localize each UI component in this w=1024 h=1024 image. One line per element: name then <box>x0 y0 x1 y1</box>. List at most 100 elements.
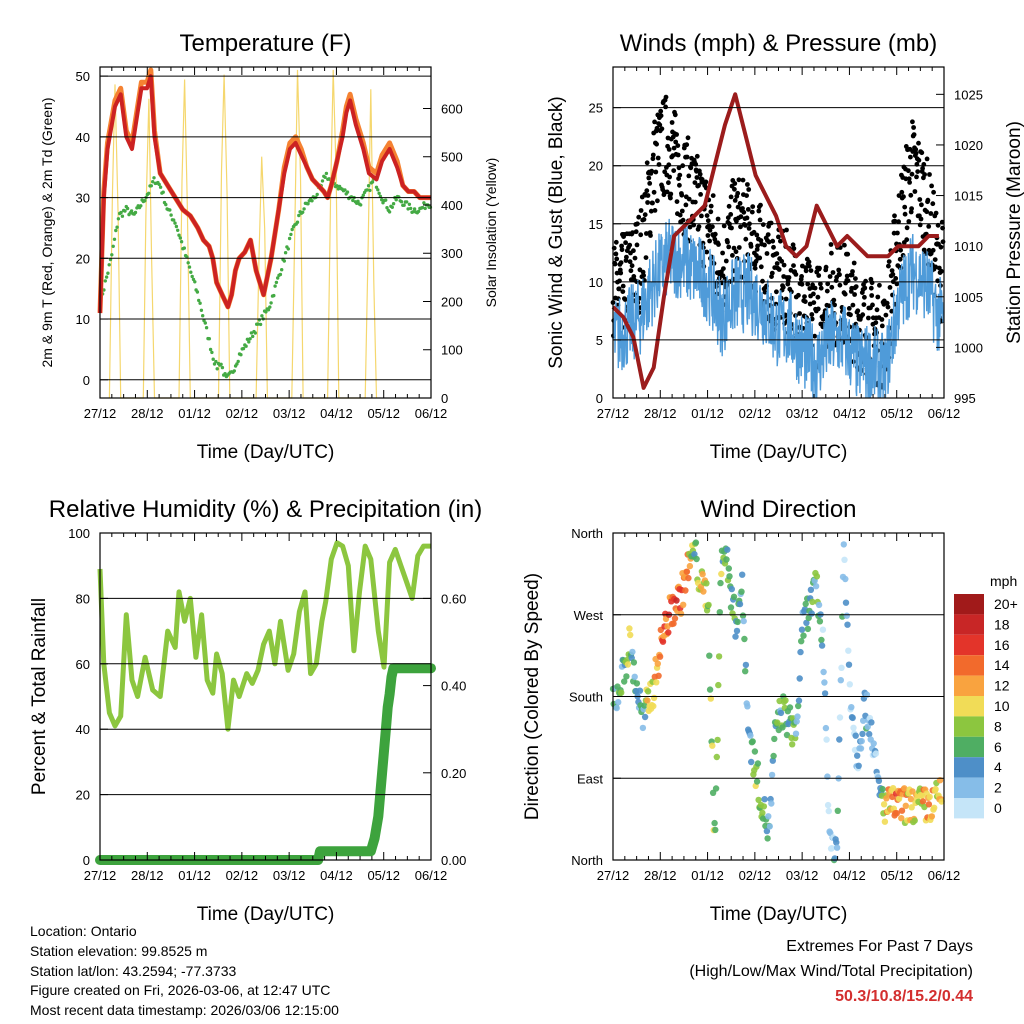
gust-point <box>906 219 912 224</box>
gust-point <box>776 267 782 272</box>
dewpoint-point <box>343 188 347 192</box>
gust-point <box>647 181 653 186</box>
direction-point <box>798 638 805 645</box>
dewpoint-point <box>190 274 194 279</box>
direction-point <box>866 730 873 738</box>
gust-point <box>908 192 914 198</box>
legend-swatch <box>954 655 984 676</box>
gust-point <box>668 191 674 197</box>
gust-point <box>634 242 640 248</box>
direction-point <box>833 839 840 846</box>
gust-point <box>715 216 721 222</box>
direction-point <box>760 803 768 810</box>
extremes-title: Extremes For Past 7 Days <box>786 938 973 955</box>
gust-point <box>696 183 701 188</box>
gust-point <box>901 194 906 200</box>
speed-legend: mph 20+ 18 16 14 12 10 8 6 4 2 0 <box>954 573 1018 819</box>
legend-label: 10 <box>994 698 1010 714</box>
dewpoint-point <box>278 272 283 277</box>
gust-point <box>784 227 789 233</box>
gust-point <box>932 257 938 262</box>
gust-point <box>929 183 934 189</box>
direction-point <box>728 585 735 593</box>
gust-point <box>914 174 919 180</box>
gust-point <box>853 284 859 289</box>
y-tick-label: 20 <box>589 159 603 174</box>
direction-point <box>815 601 823 609</box>
dewpoint-point <box>335 184 339 188</box>
gust-point <box>687 224 693 230</box>
dewpoint-point <box>207 337 211 341</box>
gust-point <box>666 147 672 152</box>
gust-point <box>815 306 821 312</box>
dewpoint-point <box>336 187 340 191</box>
dewpoint-point <box>283 251 288 255</box>
direction-point <box>742 661 750 669</box>
gust-point <box>793 272 799 277</box>
direction-point <box>615 699 622 706</box>
direction-point <box>670 620 677 627</box>
direction-point <box>875 777 883 784</box>
y-tick-label: North <box>571 853 603 868</box>
gust-point <box>933 210 939 216</box>
direction-point <box>654 660 661 667</box>
gust-point <box>806 259 812 265</box>
humidity-frame <box>99 532 432 861</box>
dewpoint-point <box>397 195 401 199</box>
y-tick-label: 40 <box>76 722 90 737</box>
direction-point <box>724 546 731 553</box>
gust-point <box>824 288 830 294</box>
dewpoint-point <box>276 276 280 280</box>
gust-point <box>765 232 771 238</box>
dewpoint-point <box>368 188 372 193</box>
gust-point <box>807 263 812 269</box>
wind_direction-frame <box>612 532 945 861</box>
direction-point <box>749 738 756 745</box>
dewpoint-point <box>236 359 240 364</box>
direction-point <box>613 704 620 712</box>
direction-point <box>629 648 636 656</box>
dewpoint-point <box>422 201 426 205</box>
gust-point <box>766 239 772 245</box>
direction-point <box>795 702 802 710</box>
gust-point <box>869 280 875 286</box>
direction-point <box>902 802 909 809</box>
gust-point <box>774 251 780 256</box>
gust-point <box>666 162 672 168</box>
gust-point <box>912 189 918 194</box>
extremes-box: Extremes For Past 7 Days (High/Low/Max W… <box>689 934 973 1009</box>
dewpoint-point <box>185 255 189 259</box>
dewpoint-point <box>169 213 173 217</box>
dewpoint-point <box>176 228 180 232</box>
dewpoint-point <box>377 191 381 195</box>
legend-label: 12 <box>994 678 1010 694</box>
dewpoint-point <box>244 344 248 348</box>
x-tick-label: 06/12 <box>928 406 961 421</box>
gust-point <box>760 222 766 228</box>
gust-point <box>904 225 910 231</box>
direction-point <box>650 694 658 702</box>
gust-point <box>677 172 683 178</box>
dewpoint-point <box>177 233 181 237</box>
direction-point <box>659 638 667 645</box>
dewpoint-point <box>186 261 190 265</box>
dewpoint-point <box>351 198 355 203</box>
gust-point <box>869 293 875 298</box>
gust-point <box>875 294 881 300</box>
dewpoint-point <box>112 237 117 241</box>
gust-point <box>641 217 647 222</box>
direction-point <box>852 732 859 739</box>
direction-point <box>880 801 888 808</box>
gust-point <box>613 239 619 245</box>
gust-point <box>848 312 853 318</box>
gust-point <box>928 211 934 216</box>
direction-point <box>840 541 847 548</box>
gust-point <box>925 197 931 203</box>
y-tick-label: West <box>574 608 604 623</box>
gust-point <box>725 239 730 245</box>
gust-point <box>616 286 622 292</box>
direction-point <box>854 752 861 759</box>
dewpoint-point <box>258 322 263 327</box>
panel-wind_direction: Wind Direction 27/12 28/12 01/12 02/12 03/12 0… <box>522 496 1018 925</box>
gust-point <box>684 142 690 148</box>
